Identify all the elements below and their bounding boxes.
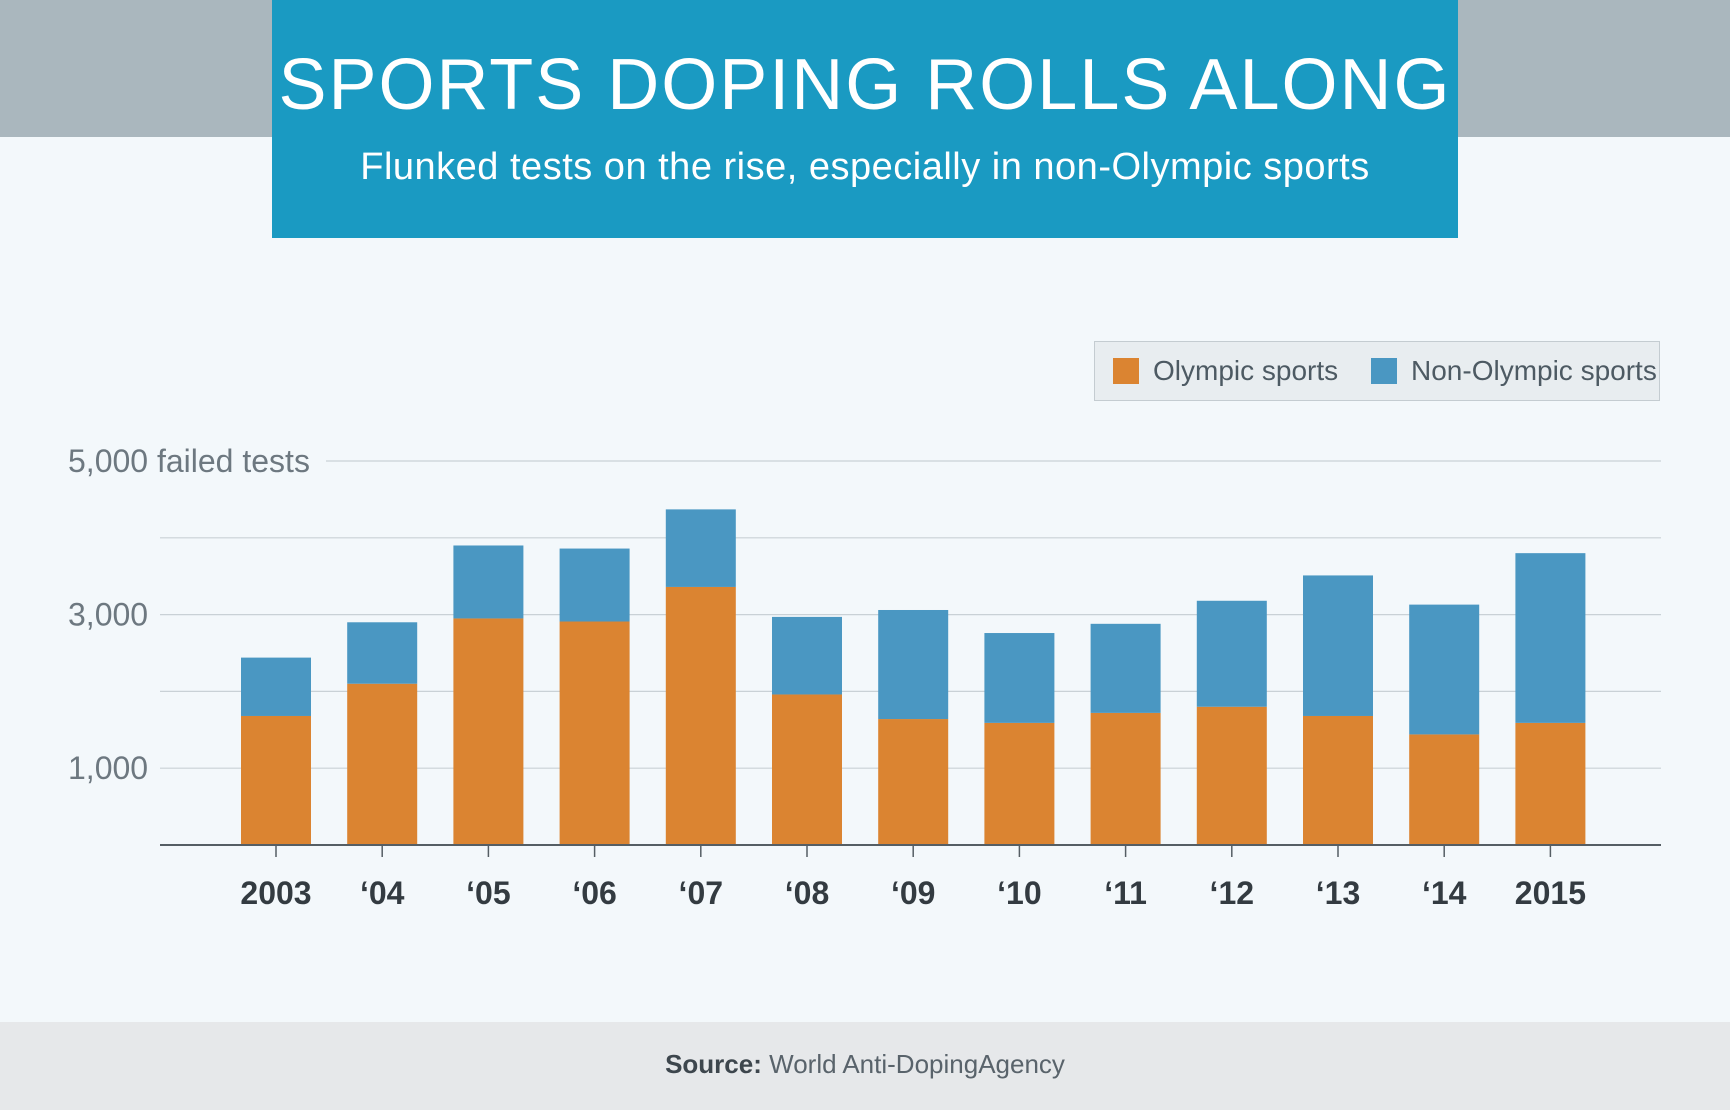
bar-non-olympic [772,616,842,695]
bar-olympic [984,722,1055,845]
x-tick-label: 2003 [240,875,311,911]
x-tick-label: ‘09 [891,875,935,911]
x-tick-label: ‘05 [466,875,510,911]
bar-olympic [453,618,524,845]
bar-non-olympic [878,609,949,720]
y-tick-label: 5,000 failed tests [68,443,310,479]
bar-non-olympic [1196,600,1267,707]
source-note: Source: World Anti-DopingAgency [0,1022,1730,1106]
x-tick-label: ‘06 [572,875,616,911]
legend-item-non-olympic: Non-Olympic sports [1371,342,1657,400]
source-label: Source: [665,1049,762,1079]
bar-non-olympic [347,622,418,684]
bar-non-olympic [665,509,736,587]
y-tick-label: 1,000 [68,750,148,786]
x-tick-label: ‘13 [1316,875,1360,911]
bar-non-olympic [1515,553,1586,723]
x-tick-label: ‘08 [785,875,829,911]
bar-olympic [772,694,842,845]
bar-non-olympic [453,545,524,619]
legend-swatch-olympic [1113,358,1139,384]
bar-non-olympic [559,548,630,622]
bar-olympic [241,715,311,845]
bar-olympic [1303,715,1373,845]
legend-label-olympic: Olympic sports [1153,355,1339,386]
x-tick-label: ‘04 [360,875,405,911]
legend: Olympic sports Non-Olympic sports [1094,341,1660,401]
bar-non-olympic [1090,623,1161,713]
bar-olympic [1196,706,1267,845]
chart-subtitle: Flunked tests on the rise, especially in… [360,146,1370,188]
x-tick-label: 2015 [1515,875,1586,911]
footer: Source: World Anti-DopingAgency [0,1022,1730,1110]
x-tick-label: ‘10 [997,875,1041,911]
legend-label-non-olympic: Non-Olympic sports [1411,355,1657,386]
bar-olympic [878,719,949,845]
x-tick-label: ‘14 [1422,875,1467,911]
x-tick-label: ‘07 [679,875,723,911]
chart-title: SPORTS DOPING ROLLS ALONG [278,45,1452,125]
y-tick-label: 3,000 [68,597,148,633]
bar-non-olympic [241,657,311,716]
bar-olympic [1090,712,1161,845]
x-tick-label: ‘12 [1210,875,1254,911]
bar-non-olympic [984,633,1055,723]
legend-swatch-non-olympic [1371,358,1397,384]
source-text: World Anti-DopingAgency [769,1049,1065,1079]
bar-non-olympic [1303,575,1373,716]
legend-item-olympic: Olympic sports [1113,342,1338,400]
bar-olympic [665,586,736,845]
bar-olympic [1515,722,1586,845]
bar-non-olympic [1409,604,1480,735]
x-tick-label: ‘11 [1104,875,1147,911]
header-box: SPORTS DOPING ROLLS ALONG Flunked tests … [272,0,1458,238]
bar-olympic [347,683,418,845]
bar-olympic [1409,734,1480,845]
bar-olympic [559,621,630,845]
